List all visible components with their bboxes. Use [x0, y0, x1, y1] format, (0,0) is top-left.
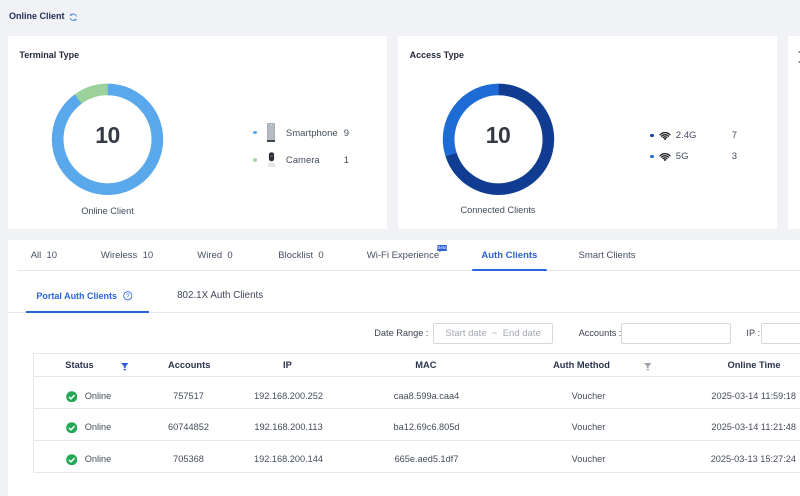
- svg-text:?: ?: [126, 293, 130, 300]
